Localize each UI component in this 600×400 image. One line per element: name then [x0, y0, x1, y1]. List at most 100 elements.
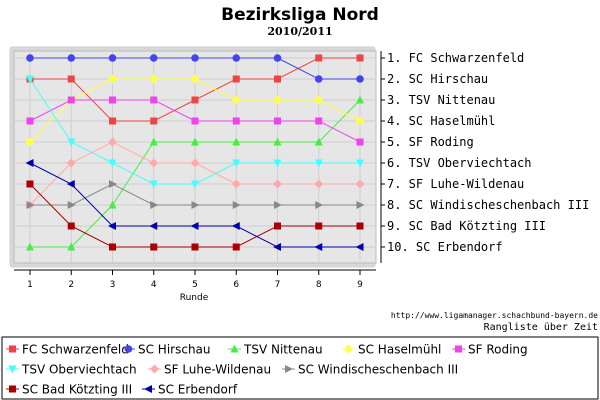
- series-point: [314, 137, 323, 146]
- series-point: [274, 222, 281, 230]
- legend-label: TSV Oberviechtach: [21, 363, 137, 377]
- series-point: [67, 242, 76, 251]
- series-point: [108, 159, 117, 168]
- series-point: [109, 243, 116, 251]
- series-point: [274, 75, 281, 83]
- series-point: [108, 54, 117, 62]
- series-point: [149, 137, 158, 146]
- series-point: [314, 75, 323, 83]
- series-point: [150, 96, 158, 104]
- series-point: [315, 54, 323, 62]
- series-point: [150, 201, 159, 209]
- x-tick-label: 3: [110, 280, 116, 290]
- legend-label: SC Erbendorf: [158, 383, 238, 397]
- series-point: [108, 74, 117, 84]
- series-point: [191, 243, 199, 251]
- legend-swatch-marker: [144, 385, 152, 393]
- x-tick-label: 2: [68, 280, 74, 290]
- legend-label: SC Hirschau: [138, 343, 211, 357]
- series-point: [108, 200, 117, 209]
- x-tick-label: 9: [357, 280, 363, 290]
- series-point: [66, 158, 76, 168]
- chart-title: Bezirksliga Nord: [221, 5, 379, 25]
- series-point: [190, 74, 200, 84]
- ranking-label: 2. SC Hirschau: [387, 72, 488, 86]
- series-point: [356, 138, 364, 146]
- series-point: [314, 95, 324, 105]
- chart-caption: Rangliste über Zeit: [484, 322, 598, 333]
- series-point: [315, 201, 324, 209]
- legend-label: SF Luhe-Wildenau: [164, 363, 271, 377]
- series-point: [273, 54, 282, 62]
- series-point: [67, 201, 76, 209]
- series-point: [191, 117, 199, 125]
- legend-swatch-marker: [8, 365, 17, 374]
- legend-swatch-marker: [150, 364, 159, 374]
- series-point: [67, 138, 76, 147]
- series-point: [356, 201, 365, 209]
- series-point: [314, 159, 323, 168]
- series-point: [232, 159, 241, 168]
- ranking-label: 7. SF Luhe-Wildenau: [387, 177, 524, 191]
- series-point: [355, 179, 365, 189]
- chart-subtitle: 2010/2011: [267, 25, 332, 38]
- legend-swatch-marker: [9, 345, 16, 353]
- series-point: [232, 137, 241, 146]
- series-point: [26, 242, 34, 251]
- series-point: [232, 201, 241, 209]
- series-point: [150, 117, 158, 125]
- series-point: [149, 180, 158, 189]
- series-point: [66, 180, 75, 188]
- series-point: [108, 222, 116, 230]
- x-tick-label: 4: [151, 280, 157, 290]
- x-tick-label: 6: [233, 280, 239, 290]
- legend-swatch-marker: [9, 385, 16, 393]
- series-point: [273, 95, 282, 105]
- axes: 1 2 3 4 5 6 7 8 9: [14, 51, 385, 290]
- series-point: [315, 222, 323, 230]
- ranking-label: 3. TSV Nittenau: [387, 93, 495, 107]
- legend-swatch-marker: [455, 345, 462, 353]
- ranking-labels: 1. FC Schwarzenfeld 2. SC Hirschau 3. TS…: [387, 51, 589, 254]
- series-point: [273, 137, 282, 146]
- series-point: [67, 54, 76, 62]
- legend-swatch-marker: [344, 344, 353, 354]
- series-point: [26, 54, 34, 62]
- series-point: [191, 137, 199, 146]
- series-point: [26, 75, 34, 84]
- series-point: [356, 54, 364, 62]
- series-point: [314, 179, 324, 189]
- series-point: [190, 158, 200, 168]
- series-point: [191, 96, 199, 104]
- series-point: [315, 117, 323, 125]
- series-point: [356, 95, 364, 104]
- series-point: [149, 74, 159, 84]
- x-tick-label: 1: [27, 280, 33, 290]
- legend-box: [1, 336, 599, 400]
- series-point: [26, 117, 34, 125]
- ranking-label: 8. SC Windischeschenbach III: [387, 198, 589, 212]
- series-point: [108, 137, 117, 147]
- legend-label: SF Roding: [468, 343, 528, 357]
- legend-label: SC Windischeschenbach III: [298, 363, 458, 377]
- series-point: [150, 243, 158, 251]
- series-point: [232, 54, 241, 62]
- series-point: [355, 243, 364, 251]
- source-url[interactable]: http://www.ligamanager.schachbund-bayern…: [391, 311, 598, 320]
- series: [25, 54, 365, 251]
- series-point: [191, 201, 200, 209]
- x-tick-label: 8: [316, 280, 322, 290]
- series-point: [231, 222, 240, 230]
- series-point: [190, 222, 199, 230]
- legend-label: SC Bad Kötzting III: [22, 383, 132, 397]
- x-tick-label: 5: [192, 280, 198, 290]
- series-point: [231, 95, 241, 105]
- series-point: [109, 96, 116, 104]
- ranking-label: 9. SC Bad Kötzting III: [387, 219, 546, 233]
- legend-swatch-marker: [124, 345, 133, 353]
- series-point: [149, 158, 159, 168]
- x-axis-label: Runde: [180, 293, 209, 303]
- ranking-label: 1. FC Schwarzenfeld: [387, 51, 524, 65]
- series-point: [231, 179, 241, 189]
- legend-swatch-marker: [285, 365, 293, 373]
